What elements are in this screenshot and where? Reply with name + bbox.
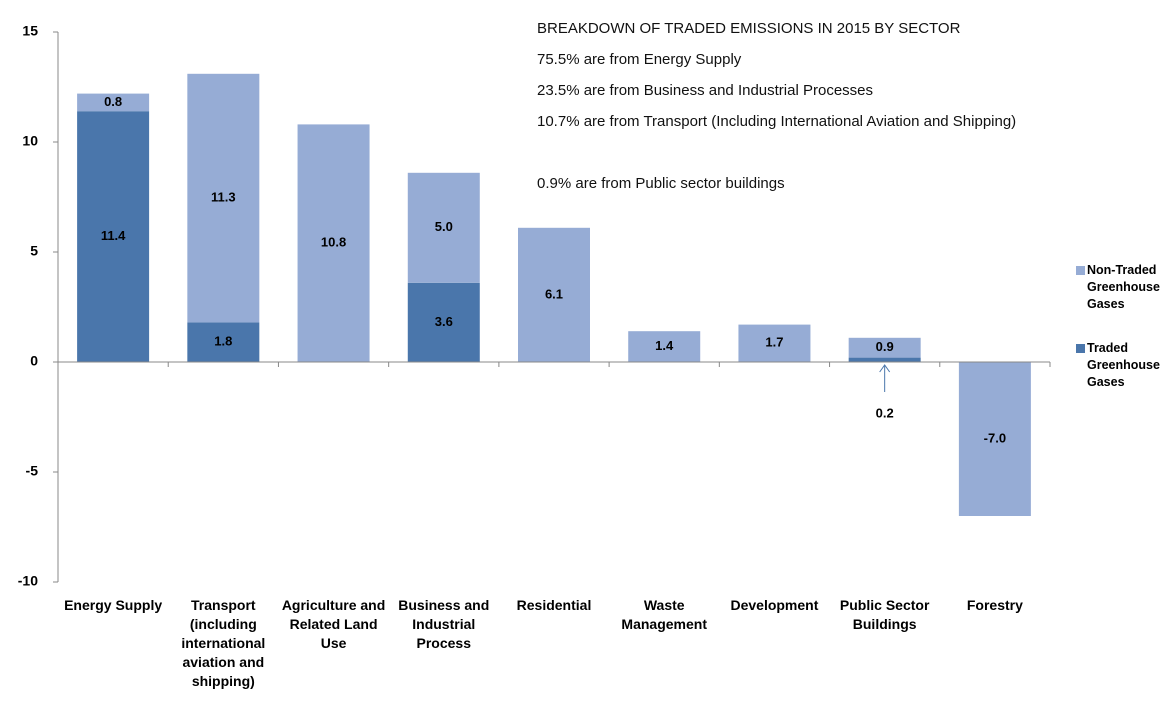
legend-swatch — [1076, 344, 1085, 353]
data-label: 5.0 — [435, 219, 453, 234]
bar — [848, 357, 921, 362]
data-label: 0.2 — [876, 405, 894, 420]
x-tick-label: Development — [730, 597, 819, 613]
bar — [297, 124, 370, 363]
y-tick-label: -10 — [18, 573, 38, 589]
y-tick-label: 5 — [30, 243, 38, 259]
data-label: 11.4 — [101, 228, 126, 243]
annotation: 75.5% are from Energy Supply — [537, 51, 742, 68]
bar — [407, 282, 480, 362]
data-label: 1.7 — [765, 335, 783, 350]
y-tick-label: -5 — [26, 463, 39, 479]
bar — [77, 93, 150, 112]
bar — [77, 111, 150, 362]
callout-arrowhead — [879, 364, 891, 373]
y-tick-label: 10 — [22, 133, 38, 149]
data-label: -7.0 — [984, 430, 1006, 445]
data-label: 1.8 — [214, 334, 232, 349]
bar — [187, 322, 260, 362]
data-label: 6.1 — [545, 286, 563, 301]
x-tick-label: Residential — [516, 597, 592, 613]
x-tick-label: Agriculture and Related Land Use — [281, 597, 386, 651]
bar — [187, 73, 260, 323]
x-tick-label: Waste Management — [621, 597, 707, 632]
legend-label: Non-Traded Greenhouse Gases — [1087, 263, 1160, 311]
bar — [628, 331, 701, 362]
x-tick-label: Forestry — [966, 597, 1023, 613]
y-tick-label: 0 — [30, 353, 38, 369]
annotation: BREAKDOWN OF TRADED EMISSIONS IN 2015 BY… — [537, 20, 961, 37]
bar — [848, 337, 921, 358]
data-label: 1.4 — [655, 338, 674, 353]
annotation: 23.5% are from Business and Industrial P… — [537, 82, 873, 99]
legend-swatch — [1076, 266, 1085, 275]
data-label: 0.8 — [104, 94, 122, 109]
data-label: 10.8 — [321, 235, 346, 250]
bar — [518, 227, 590, 362]
bar — [407, 172, 480, 283]
bar — [958, 362, 1031, 516]
y-tick-label: 15 — [22, 23, 38, 39]
data-label: 0.9 — [876, 339, 894, 354]
x-tick-label: Transport (including international aviat… — [181, 597, 266, 689]
data-label: 11.3 — [211, 190, 236, 205]
x-tick-label: Energy Supply — [64, 597, 163, 613]
annotation: 10.7% are from Transport (Including Inte… — [537, 113, 1017, 130]
data-label: 3.6 — [435, 314, 453, 329]
bar — [738, 324, 811, 362]
legend-label: Traded Greenhouse Gases — [1087, 341, 1160, 389]
x-tick-label: Public Sector Buildings — [839, 597, 930, 632]
annotation: 0.9% are from Public sector buildings — [537, 175, 785, 192]
x-tick-label: Business and Industrial Process — [398, 597, 490, 651]
